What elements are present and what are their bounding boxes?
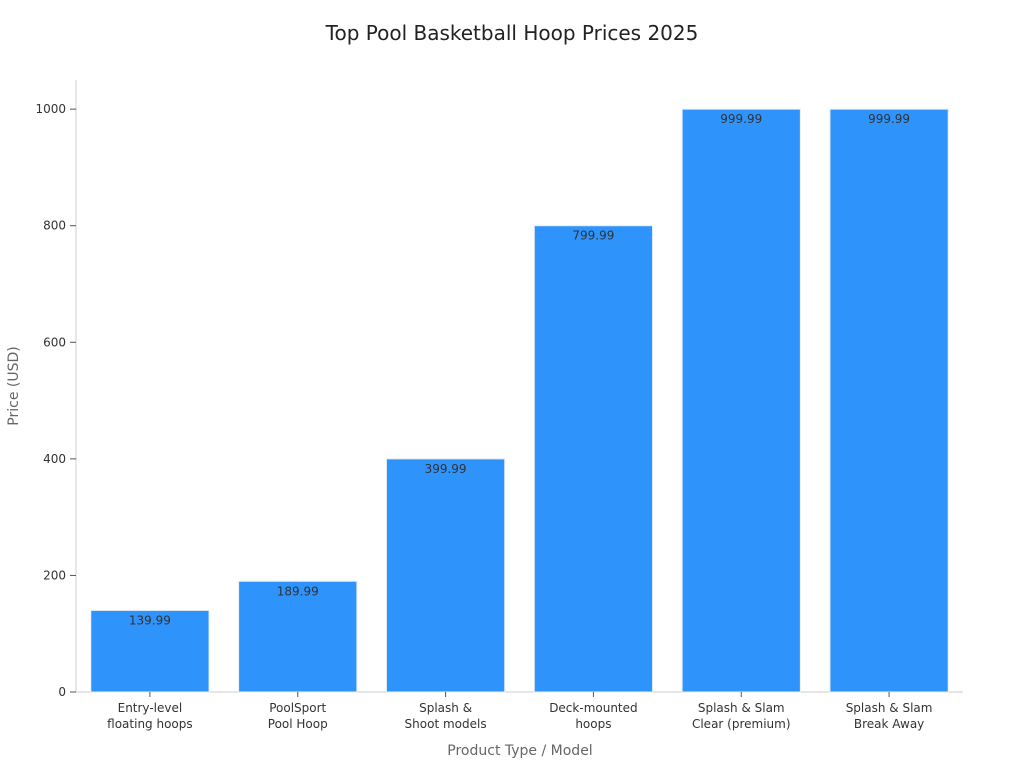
y-tick-label: 1000: [35, 102, 66, 116]
bar-data-label: 189.99: [277, 584, 319, 598]
x-tick-label-line: hoops: [575, 717, 611, 731]
x-tick-label-line: Splash & Slam: [846, 701, 933, 715]
bar: [385, 458, 506, 693]
y-axis-label: Price (USD): [6, 346, 22, 425]
x-tick-label-line: Pool Hoop: [268, 717, 328, 731]
x-tick-label-line: PoolSport: [269, 701, 326, 715]
bar: [533, 225, 654, 693]
bar: [681, 108, 801, 693]
bar-data-label: 399.99: [425, 462, 467, 476]
x-tick-label-line: Break Away: [854, 717, 924, 731]
x-tick-label-line: Entry-level: [118, 701, 183, 715]
y-tick-label: 800: [43, 219, 66, 233]
x-tick-label: Splash & Shoot models: [405, 701, 487, 731]
bar: [90, 609, 210, 693]
bar: [829, 108, 949, 693]
x-tick-label-line: Deck-mounted: [549, 701, 637, 715]
y-tick-label: 400: [43, 452, 66, 466]
chart-title: Top Pool Basketball Hoop Prices 2025: [325, 21, 699, 45]
x-tick-label-line: Splash &: [419, 701, 472, 715]
x-tick-label: PoolSport Pool Hoop: [268, 701, 328, 731]
bar-data-label: 999.99: [720, 112, 762, 126]
x-tick-label: Splash & Slam Break Away: [846, 701, 933, 731]
x-tick-label: Deck-mounted hoops: [549, 701, 637, 731]
x-tick-label: Entry-level floating hoops: [107, 701, 193, 731]
y-tick-label: 600: [43, 335, 66, 349]
x-tick-label-line: Clear (premium): [692, 717, 791, 731]
plot-area: 0 200 400 600 800 1000 139.99 Entry-level floati…: [35, 80, 963, 731]
x-tick-label-line: floating hoops: [107, 717, 193, 731]
bar-data-label: 799.99: [572, 229, 614, 243]
bar-data-label: 139.99: [129, 613, 171, 627]
y-tick-label: 0: [58, 685, 66, 699]
y-tick-label: 200: [43, 568, 66, 582]
x-tick-label-line: Splash & Slam: [698, 701, 785, 715]
x-tick-label: Splash & Slam Clear (premium): [692, 701, 791, 731]
x-axis-label: Product Type / Model: [447, 743, 592, 759]
bar-data-label: 999.99: [868, 112, 910, 126]
x-tick-label-line: Shoot models: [405, 717, 487, 731]
